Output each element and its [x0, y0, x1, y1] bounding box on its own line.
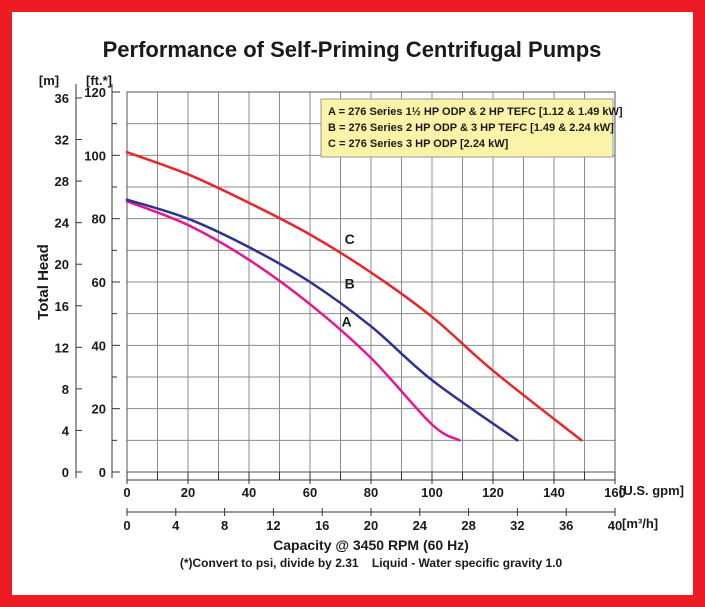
y-tick-label: 100 — [84, 148, 106, 163]
y-tick-label: 60 — [92, 275, 106, 290]
y-tick-label: 80 — [92, 212, 106, 227]
x-tick-label: 40 — [242, 485, 256, 500]
x2-tick-label: 16 — [315, 518, 329, 533]
x-tick-label: 100 — [421, 485, 443, 500]
y-tick-label: 0 — [99, 465, 106, 480]
y2-tick-label: 12 — [55, 340, 69, 355]
x2-tick-label: 32 — [510, 518, 524, 533]
x-tick-label: 60 — [303, 485, 317, 500]
y2-tick-label: 28 — [55, 174, 69, 189]
x-axis-title: Capacity @ 3450 RPM (60 Hz) — [273, 537, 469, 553]
y-axis-title: Total Head — [35, 244, 52, 320]
legend-background — [320, 98, 614, 158]
x-tick-label: 0 — [123, 485, 130, 500]
x2-tick-label: 12 — [266, 518, 280, 533]
x2-tick-label: 20 — [364, 518, 378, 533]
y2-tick-label: 8 — [62, 382, 69, 397]
x2-tick-label: 0 — [123, 518, 130, 533]
y2-tick-label: 4 — [62, 423, 70, 438]
series-line-c — [125, 150, 583, 442]
y-unit-label: [ft.*] — [86, 73, 112, 88]
y2-tick-label: 0 — [62, 465, 69, 480]
x-axis-gpm-ticks: 0 20 40 60 80 100 120 140 160 — [123, 472, 626, 500]
series-label-b: B — [345, 275, 355, 291]
y-tick-label: 40 — [92, 338, 106, 353]
series-line-b — [125, 198, 519, 442]
series-line-a — [125, 200, 461, 442]
series-label-c: C — [345, 231, 355, 247]
y2-tick-label: 32 — [55, 133, 69, 148]
x-tick-label: 120 — [482, 485, 504, 500]
y2-tick-label: 16 — [55, 299, 69, 314]
x2-tick-label: 28 — [461, 518, 475, 533]
legend-entry-c: C = 276 Series 3 HP ODP [2.24 kW] — [328, 138, 509, 150]
x-axis-m3h-ticks: 0 4 8 12 16 20 24 28 32 36 40 — [123, 508, 622, 533]
y-tick-label: 20 — [92, 402, 106, 417]
legend-box: A = 276 Series 1½ HP ODP & 2 HP TEFC [1.… — [320, 98, 623, 158]
x-tick-label: 80 — [364, 485, 378, 500]
x2-tick-label: 40 — [608, 518, 622, 533]
x-tick-label: 160 — [604, 485, 626, 500]
x-tick-label: 20 — [181, 485, 195, 500]
y-axis-ft-ticks: 0 20 40 60 80 100 120 — [84, 84, 120, 480]
x-unit-label: [U.S. gpm] — [619, 483, 684, 498]
x2-tick-label: 24 — [413, 518, 428, 533]
series-layer: A B C — [125, 150, 583, 442]
y2-tick-label: 24 — [55, 216, 70, 231]
x2-tick-label: 4 — [172, 518, 180, 533]
y-axis-m-ticks: 0 4 8 12 16 20 24 28 32 36 — [55, 84, 82, 480]
x2-unit-label: [m³/h] — [622, 516, 658, 531]
series-label-a: A — [342, 313, 352, 329]
legend-entry-a: A = 276 Series 1½ HP ODP & 2 HP TEFC [1.… — [328, 106, 623, 118]
chart-title: Performance of Self-Priming Centrifugal … — [103, 37, 602, 62]
y2-tick-label: 36 — [55, 91, 69, 106]
x-tick-label: 140 — [543, 485, 565, 500]
y-tick-label: 120 — [84, 85, 106, 100]
footnote: (*)Convert to psi, divide by 2.31 Liquid… — [180, 556, 563, 570]
x2-tick-label: 8 — [221, 518, 228, 533]
legend-entry-b: B = 276 Series 2 HP ODP & 3 HP TEFC [1.4… — [328, 122, 614, 134]
y2-tick-label: 20 — [55, 257, 69, 272]
y2-unit-label: [m] — [39, 73, 59, 88]
x2-tick-label: 36 — [559, 518, 573, 533]
